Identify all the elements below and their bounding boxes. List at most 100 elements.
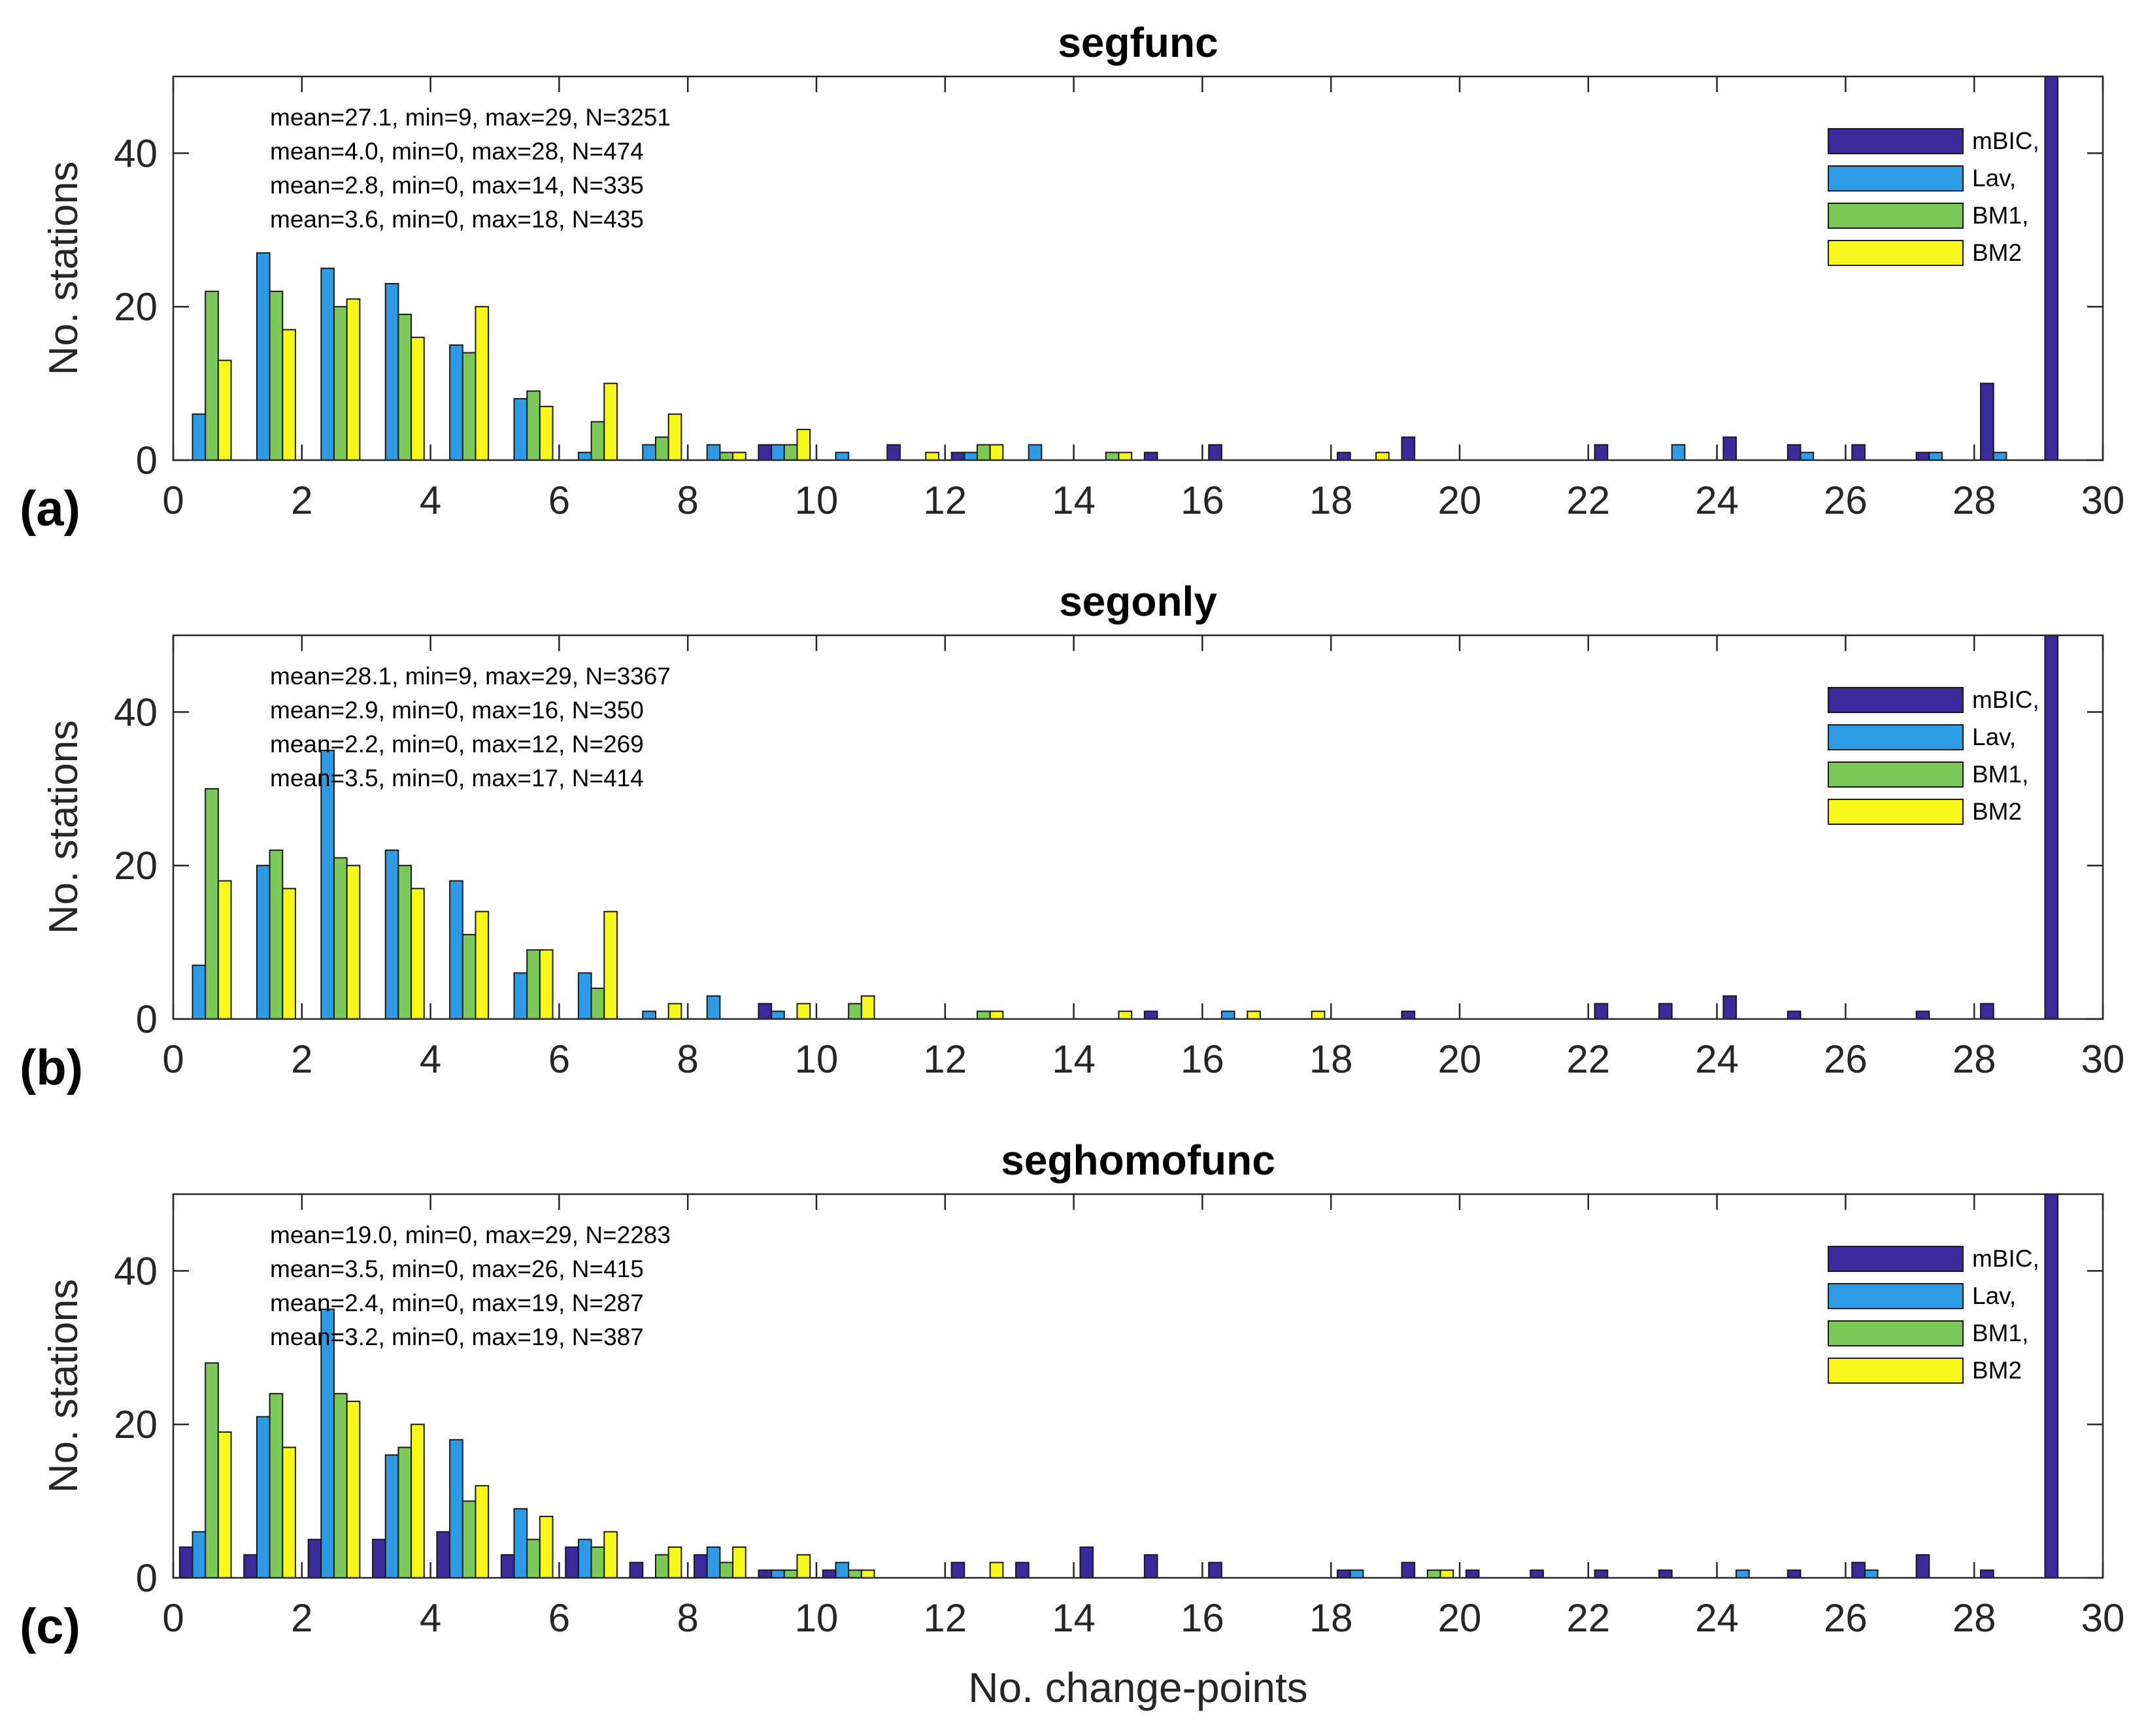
bar-BM2-3: [411, 888, 425, 1020]
legend-swatch-BM2: [1828, 240, 1964, 266]
bar-BM1-6: [590, 988, 605, 1020]
bar-mBIC-18: [1337, 1569, 1351, 1579]
stats-annotation: mean=3.2, min=0, max=19, N=387: [270, 1324, 644, 1350]
y-tick-label: 20: [114, 285, 158, 329]
bar-BM1-4: [461, 933, 477, 1020]
bar-BM2-17: [1311, 1010, 1326, 1020]
y-axis-label: No. stations: [41, 720, 86, 934]
y-tick-label: 0: [136, 1556, 158, 1600]
panel-label: (c): [20, 1599, 80, 1654]
x-tick-label: 6: [548, 478, 570, 522]
bar-mBIC-19: [1401, 436, 1416, 461]
legend: mBIC, Lav, BM1, BM2: [1828, 1245, 2039, 1384]
legend-swatch-mBIC: [1828, 128, 1964, 154]
stats-annotation: mean=2.9, min=0, max=16, N=350: [270, 697, 644, 724]
stats-annotation: mean=2.2, min=0, max=12, N=269: [270, 731, 644, 758]
y-axis-label: No. stations: [41, 1279, 86, 1493]
bar-mBIC-8: [694, 1554, 708, 1579]
x-tick-label: 20: [1438, 1596, 1482, 1640]
bar-mBIC-24: [1722, 995, 1737, 1020]
bar-BM2-2: [346, 865, 361, 1020]
x-tick-label: 12: [923, 478, 967, 522]
bar-mBIC-6: [565, 1546, 579, 1579]
stats-annotation: mean=4.0, min=0, max=28, N=474: [270, 138, 644, 165]
legend-label: mBIC,: [1972, 127, 2039, 154]
bar-mBIC-28: [1980, 1569, 1994, 1579]
bar-mBIC-11: [886, 444, 901, 461]
bar-BM1-19: [1426, 1569, 1441, 1579]
bar-Lav-6: [577, 452, 592, 461]
bar-BM2-12: [989, 444, 1004, 461]
x-tick-label: 26: [1824, 1037, 1868, 1081]
stats-annotation: mean=2.8, min=0, max=14, N=335: [270, 172, 644, 199]
bar-BM2-12: [989, 1561, 1004, 1579]
bar-Lav-6: [577, 1539, 592, 1579]
bar-BM2-5: [539, 1516, 554, 1579]
x-tick-label: 8: [677, 1596, 699, 1640]
bar-mBIC-24: [1722, 436, 1737, 461]
bar-mBIC-15: [1143, 1554, 1158, 1579]
legend-label: mBIC,: [1972, 1245, 2039, 1272]
bar-Lav-10: [835, 452, 850, 461]
legend-swatch-BM2: [1828, 799, 1964, 825]
bar-mBIC-15: [1143, 452, 1158, 461]
x-tick-label: 0: [162, 478, 184, 522]
x-tick-label: 22: [1566, 1596, 1610, 1640]
x-tick-label: 28: [1953, 1037, 1996, 1081]
legend-swatch-Lav: [1828, 1283, 1964, 1309]
bar-mBIC-10: [822, 1569, 837, 1579]
x-tick-label: 22: [1566, 478, 1610, 522]
legend-swatch-mBIC: [1828, 687, 1964, 713]
bar-BM1-5: [526, 949, 541, 1020]
y-tick-label: 20: [114, 844, 158, 888]
legend-label: BM2: [1972, 1357, 2022, 1384]
bar-BM2-16: [1247, 1010, 1261, 1020]
bar-BM2-10: [860, 995, 875, 1020]
chart-title: segfunc: [1058, 19, 1218, 66]
bar-mBIC-16: [1208, 444, 1222, 461]
bar-Lav-24: [1735, 1569, 1750, 1579]
bar-BM2-11: [925, 452, 939, 461]
bar-Lav-5: [513, 972, 528, 1020]
bar-mBIC-16: [1208, 1561, 1222, 1579]
bar-BM2-14: [1118, 452, 1133, 461]
bar-BM2-3: [411, 337, 425, 461]
legend-label: Lav,: [1972, 1282, 2016, 1309]
x-tick-label: 6: [548, 1037, 570, 1081]
bar-BM2-6: [603, 1531, 618, 1579]
bar-Lav-7: [642, 444, 657, 461]
stats-annotation: mean=3.5, min=0, max=26, N=415: [270, 1256, 644, 1282]
x-tick-label: 16: [1181, 478, 1224, 522]
bar-BM2-1: [282, 888, 296, 1020]
bar-Lav-10: [835, 1561, 850, 1579]
axes-box: [172, 75, 2104, 461]
bar-BM1-8: [719, 1561, 734, 1579]
bar-BM1-10: [848, 1003, 862, 1020]
bar-BM2-1: [282, 1446, 296, 1578]
bar-BM1-1: [269, 1393, 284, 1578]
bar-BM1-0: [205, 788, 219, 1020]
x-tick-label: 30: [2081, 478, 2125, 522]
bar-Lav-1: [256, 252, 271, 461]
bar-Lav-5: [513, 1508, 528, 1579]
x-tick-label: 24: [1695, 1037, 1739, 1081]
legend: mBIC, Lav, BM1, BM2: [1828, 686, 2039, 825]
legend-label: Lav,: [1972, 724, 2016, 750]
x-tick-label: 26: [1824, 1596, 1868, 1640]
bar-Lav-2: [320, 267, 335, 461]
x-tick-label: 18: [1309, 1596, 1353, 1640]
bar-BM2-10: [860, 1569, 875, 1579]
chart-title: segonly: [1059, 578, 1217, 625]
x-axis-label: No. change-points: [968, 1664, 1307, 1711]
bar-BM2-14: [1118, 1010, 1133, 1020]
legend-swatch-Lav: [1828, 165, 1964, 192]
x-tick-label: 24: [1695, 478, 1739, 522]
bar-BM2-6: [603, 910, 618, 1020]
bar-Lav-0: [192, 1531, 207, 1579]
bar-BM1-2: [333, 857, 348, 1020]
legend-swatch-BM1: [1828, 1320, 1964, 1346]
bar-Lav-0: [192, 964, 207, 1020]
bar-BM1-1: [269, 849, 284, 1020]
legend-label: Lav,: [1972, 165, 2016, 192]
